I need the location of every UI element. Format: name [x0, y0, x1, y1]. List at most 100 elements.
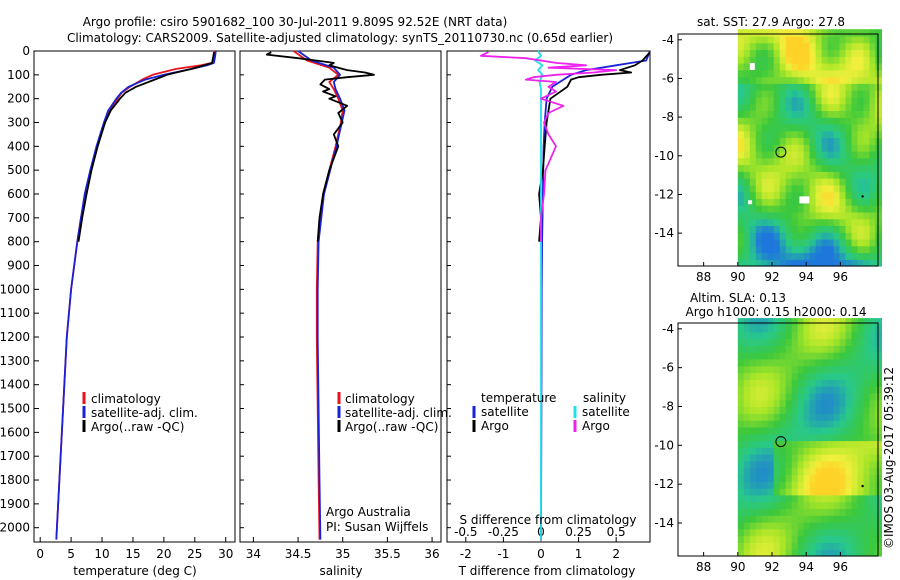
map-cell	[821, 528, 829, 537]
map-cell	[839, 515, 847, 523]
map-cell	[869, 56, 877, 64]
map-cell	[809, 318, 817, 326]
map-cell	[737, 406, 745, 414]
map-cell	[737, 494, 745, 503]
map-cell	[737, 178, 745, 186]
map-cell	[875, 110, 882, 118]
map-cell	[743, 218, 751, 226]
map-cell	[863, 184, 871, 193]
map-cell	[779, 372, 787, 380]
map-cell	[833, 372, 841, 380]
map-cell	[821, 542, 829, 550]
map-cell	[779, 123, 787, 132]
map-cell	[851, 399, 859, 408]
map-cell	[767, 90, 775, 98]
map-cell	[803, 90, 811, 98]
map-y-tick-label: -14	[654, 226, 674, 240]
map-cell	[839, 259, 847, 267]
map-cell	[875, 467, 882, 476]
map-cell	[857, 467, 865, 476]
map-cell	[863, 365, 871, 374]
map-cell	[815, 420, 823, 428]
map-cell	[851, 184, 859, 193]
map-cell	[869, 69, 877, 78]
map-cell	[815, 399, 823, 408]
map-cell	[827, 191, 835, 199]
map-cell	[833, 474, 841, 482]
map-cell	[833, 542, 841, 550]
map-cell	[839, 522, 847, 530]
map-cell	[827, 440, 835, 448]
map-cell	[761, 454, 769, 462]
y-tick-label: 1600	[0, 425, 30, 439]
map-cell	[797, 123, 805, 132]
y-tick-label: 600	[7, 187, 30, 201]
map-x-tick-label: 88	[696, 270, 711, 284]
map-cell	[845, 178, 853, 186]
map-cell	[809, 406, 817, 414]
map-cell	[785, 528, 793, 537]
map-cell	[809, 245, 817, 254]
map-cell	[827, 331, 835, 340]
map-cell	[755, 549, 763, 557]
map-cell	[743, 352, 751, 360]
map-cell	[863, 542, 871, 550]
map-cell	[767, 413, 775, 421]
map-cell	[839, 420, 847, 428]
map-cell	[815, 549, 823, 557]
map-cell	[851, 358, 859, 367]
map-cell	[779, 103, 787, 111]
map-cell	[851, 542, 859, 550]
map-cell	[791, 144, 799, 152]
map-cell	[863, 205, 871, 213]
map-cell	[773, 406, 781, 414]
map-cell	[809, 259, 817, 267]
map-cell	[851, 440, 859, 448]
map-cell	[761, 318, 769, 326]
map-cell	[833, 338, 841, 346]
map-cell	[875, 522, 882, 530]
map-cell	[803, 345, 811, 353]
map-cell	[821, 494, 829, 503]
map-cell	[785, 318, 793, 326]
map-cell	[743, 386, 751, 394]
map-cell	[839, 164, 847, 172]
map-cell	[833, 318, 841, 326]
map-cell	[767, 69, 775, 78]
map-cell	[845, 191, 853, 199]
map-cell	[863, 63, 871, 71]
map-cell	[827, 522, 835, 530]
x-tick-label: 30	[218, 547, 233, 561]
map-cell	[773, 358, 781, 367]
map-cell	[767, 259, 775, 267]
map-cell	[809, 123, 817, 132]
map-cell	[803, 157, 811, 166]
map-cell	[809, 460, 817, 469]
map-cell	[749, 103, 757, 111]
map-cell	[839, 508, 847, 516]
map-cell	[767, 110, 775, 118]
map-cell	[779, 184, 787, 193]
plot-frame	[33, 50, 236, 543]
map-cell	[851, 386, 859, 394]
map-cell	[821, 35, 829, 44]
map-cell	[773, 447, 781, 455]
map-cell	[779, 535, 787, 543]
map-cell	[803, 515, 811, 523]
map-cell	[797, 29, 805, 37]
map-cell	[737, 103, 745, 111]
map-cell	[737, 386, 745, 394]
map-cell	[755, 90, 763, 98]
s-tick-label: 0.25	[565, 525, 592, 539]
map-cell	[761, 245, 769, 254]
map-cell	[791, 324, 799, 333]
map-cell	[869, 110, 877, 118]
map-cell	[869, 420, 877, 428]
map-cell	[827, 103, 835, 111]
map-cell	[743, 488, 751, 496]
map-cell	[791, 426, 799, 435]
map-cell	[761, 218, 769, 226]
map-cell	[773, 69, 781, 78]
map-cell	[749, 413, 757, 421]
map-cell	[845, 205, 853, 213]
